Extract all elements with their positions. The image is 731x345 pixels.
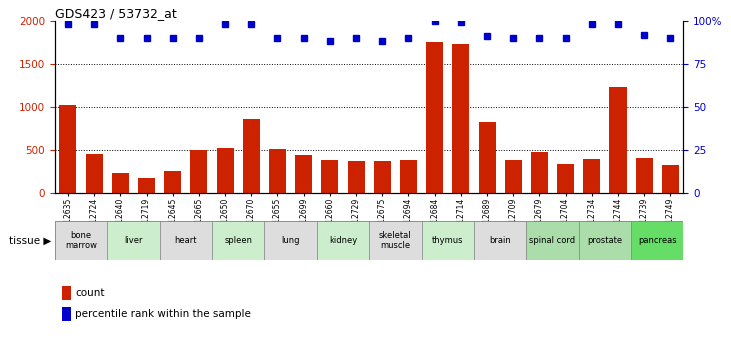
Bar (347, 161, 365, 193)
Bar (269, 149, 286, 193)
Text: heart: heart (175, 236, 197, 245)
Bar (107, 221, 159, 260)
Text: percentile rank within the sample: percentile rank within the sample (75, 309, 251, 319)
Bar (322, 160, 338, 193)
Bar (265, 221, 317, 260)
Bar (610, 87, 626, 193)
Bar (479, 122, 496, 193)
Bar (636, 158, 653, 193)
Bar (86, 154, 102, 193)
Text: bone
marrow: bone marrow (65, 231, 97, 250)
Text: liver: liver (124, 236, 143, 245)
Bar (579, 221, 631, 260)
Bar (59, 105, 77, 193)
Bar (557, 164, 574, 193)
Text: spleen: spleen (224, 236, 252, 245)
Text: lung: lung (281, 236, 300, 245)
Bar (426, 42, 443, 193)
Text: prostate: prostate (587, 236, 623, 245)
Text: pancreas: pancreas (638, 236, 677, 245)
Bar (374, 161, 391, 193)
Bar (212, 221, 265, 260)
Text: skeletal
muscle: skeletal muscle (379, 231, 412, 250)
Bar (159, 221, 212, 260)
Bar (400, 160, 417, 193)
Bar (526, 221, 579, 260)
Bar (662, 165, 679, 193)
Bar (531, 152, 548, 193)
Bar (112, 173, 129, 193)
Bar (452, 44, 469, 193)
Bar (631, 221, 683, 260)
Bar (583, 159, 600, 193)
Bar (474, 221, 526, 260)
Bar (190, 150, 208, 193)
Bar (422, 221, 474, 260)
Bar (55, 221, 107, 260)
Bar (164, 171, 181, 193)
Text: spinal cord: spinal cord (529, 236, 575, 245)
Bar (504, 160, 522, 193)
Text: brain: brain (489, 236, 511, 245)
Bar (243, 119, 260, 193)
Bar (317, 221, 369, 260)
Bar (216, 148, 234, 193)
Text: kidney: kidney (329, 236, 357, 245)
Bar (369, 221, 422, 260)
Text: GDS423 / 53732_at: GDS423 / 53732_at (55, 7, 177, 20)
Text: tissue ▶: tissue ▶ (9, 236, 51, 246)
Text: count: count (75, 288, 105, 298)
Bar (295, 155, 312, 193)
Bar (138, 178, 155, 193)
Text: thymus: thymus (432, 236, 463, 245)
